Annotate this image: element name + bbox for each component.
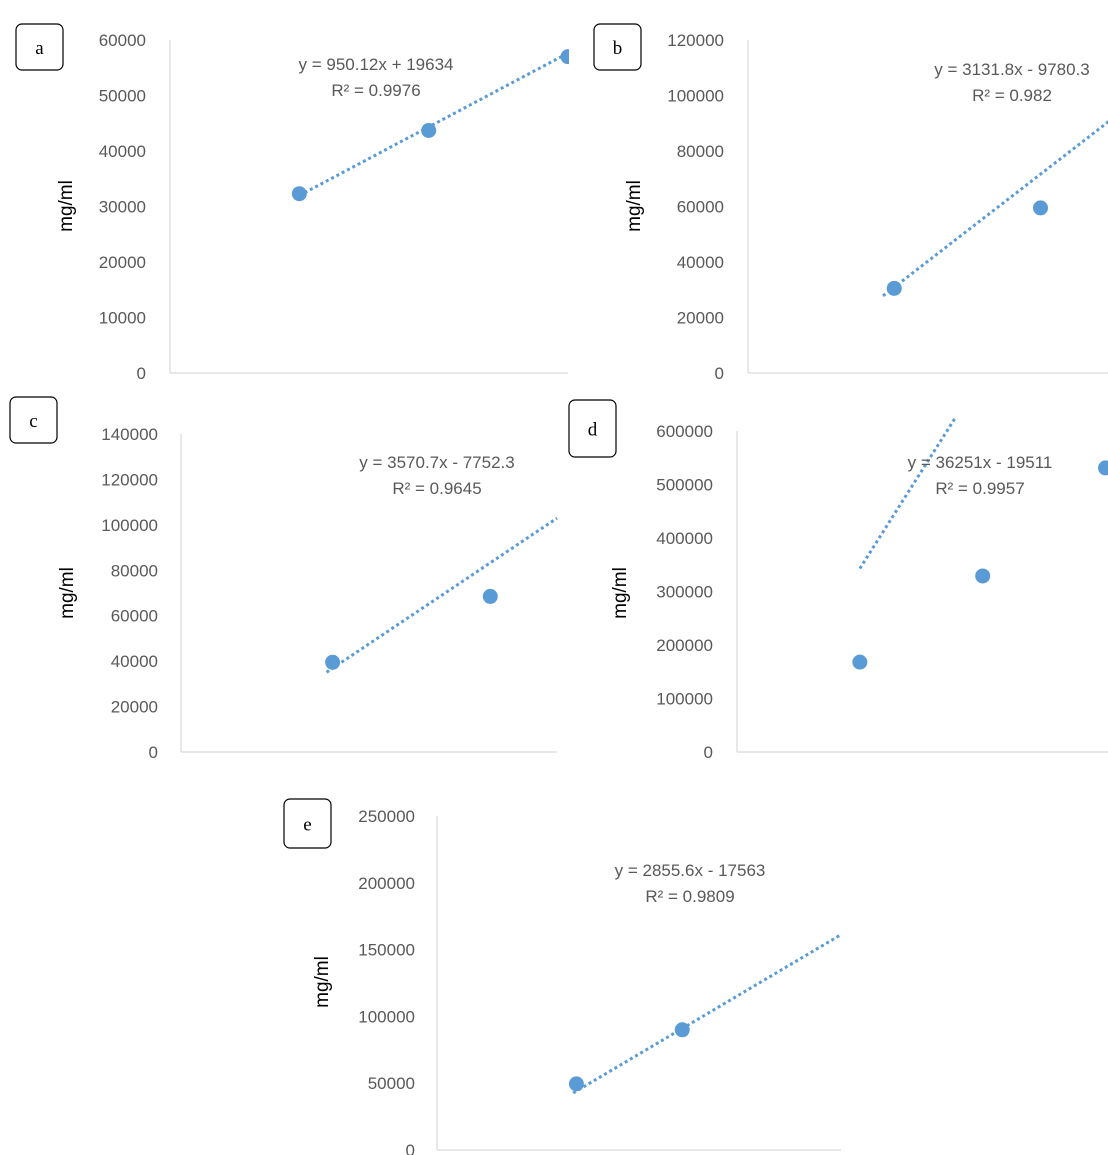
panel-label: d: [588, 420, 598, 441]
data-point: [1033, 200, 1048, 216]
y-tick-label: 60000: [677, 198, 724, 217]
data-point: [482, 588, 498, 604]
y-tick-label: 50000: [99, 87, 146, 106]
panel-label: e: [303, 815, 311, 836]
y-tick-label: 60000: [99, 31, 146, 50]
data-point: [568, 1076, 584, 1092]
plot-area: [291, 49, 569, 202]
panel-d: 0 100000 200000 300000 400000 500000 600000 mg/…: [568, 399, 1108, 762]
y-tick-label: 0: [715, 364, 724, 383]
y-tick-label: 20000: [677, 309, 724, 328]
data-point: [560, 49, 569, 65]
panel-label-box: [593, 23, 642, 71]
y-axis-label: mg/ml: [624, 180, 645, 232]
panel-label-box: [9, 396, 58, 444]
trendline-equation: y = 36251x - 19511: [908, 453, 1053, 472]
y-tick-label: 40000: [111, 652, 158, 671]
y-tick-label: 400000: [656, 529, 713, 548]
data-point: [886, 280, 902, 296]
trendline-equation: y = 2855.6x - 17563: [615, 861, 766, 880]
plot-area: [568, 933, 842, 1095]
data-point: [852, 654, 868, 670]
y-tick-label: 100000: [358, 1007, 415, 1026]
data-point: [674, 1022, 690, 1038]
y-tick-label: 80000: [677, 142, 724, 161]
panel-c: 0 20000 40000 60000 80000 100000 120000 140000 m…: [9, 396, 558, 762]
y-axis-label: mg/ml: [312, 956, 333, 1008]
trendline-r-squared: R² = 0.982: [972, 86, 1052, 105]
trendline-r-squared: R² = 0.9976: [331, 81, 420, 100]
trendline-equation: y = 950.12x + 19634: [298, 55, 453, 74]
y-tick-label: 300000: [656, 583, 713, 602]
plot-area: [882, 120, 1108, 298]
y-tick-label: 20000: [99, 253, 146, 272]
panel-label: b: [613, 38, 623, 59]
trendline-r-squared: R² = 0.9957: [935, 479, 1024, 498]
panel-label-box: [283, 798, 332, 849]
panel-label: a: [35, 38, 44, 59]
trendline: [882, 120, 1108, 298]
y-tick-label: 0: [704, 743, 713, 762]
data-point: [291, 186, 307, 202]
y-tick-label: 0: [137, 364, 146, 383]
y-axis-label: mg/ml: [610, 567, 631, 619]
data-point: [975, 568, 991, 584]
data-point: [1098, 460, 1108, 476]
trendline-r-squared: R² = 0.9809: [645, 887, 734, 906]
y-tick-label: 600000: [656, 422, 713, 441]
y-tick-label: 0: [149, 743, 158, 762]
y-tick-label: 120000: [101, 470, 158, 489]
trendline: [325, 516, 558, 674]
panel-label: c: [29, 411, 37, 432]
y-tick-label: 20000: [111, 698, 158, 717]
y-tick-label: 0: [406, 1141, 415, 1155]
y-tick-label: 40000: [677, 253, 724, 272]
data-point: [421, 122, 437, 138]
y-tick-label: 100000: [101, 516, 158, 535]
trendline-r-squared: R² = 0.9645: [392, 479, 481, 498]
panel-e: 0 50000 100000 150000 200000 250000 mg/ml y = 2…: [283, 798, 842, 1155]
y-tick-label: 100000: [667, 87, 724, 106]
y-axis-label: mg/ml: [56, 180, 77, 232]
plot-area: [852, 417, 1108, 670]
y-tick-label: 500000: [656, 476, 713, 495]
trendline: [572, 933, 842, 1095]
panel-b: 0 20000 40000 60000 80000 100000 120000 mg/ml y …: [593, 23, 1108, 383]
y-tick-label: 140000: [101, 425, 158, 444]
trendline: [858, 417, 958, 570]
trendline-equation: y = 3131.8x - 9780.3: [934, 60, 1089, 79]
trendline: [298, 51, 569, 197]
y-tick-label: 10000: [99, 309, 146, 328]
y-axis-label: mg/ml: [57, 567, 78, 619]
y-tick-label: 30000: [99, 198, 146, 217]
trendline-equation: y = 3570.7x - 7752.3: [359, 453, 514, 472]
y-tick-label: 50000: [368, 1074, 415, 1093]
y-tick-label: 150000: [358, 941, 415, 960]
y-tick-label: 120000: [667, 31, 724, 50]
y-tick-label: 40000: [99, 142, 146, 161]
y-tick-label: 200000: [358, 874, 415, 893]
panel-label-box: [568, 399, 617, 458]
plot-area: [325, 516, 558, 674]
panel-a: 0 10000 20000 30000 40000 50000 60000 mg/ml y = …: [15, 23, 569, 383]
y-tick-label: 200000: [656, 636, 713, 655]
y-tick-label: 60000: [111, 607, 158, 626]
y-tick-label: 100000: [656, 690, 713, 709]
panel-label-box: [15, 23, 64, 71]
data-point: [325, 654, 341, 670]
y-tick-label: 250000: [358, 807, 415, 826]
y-tick-label: 80000: [111, 561, 158, 580]
